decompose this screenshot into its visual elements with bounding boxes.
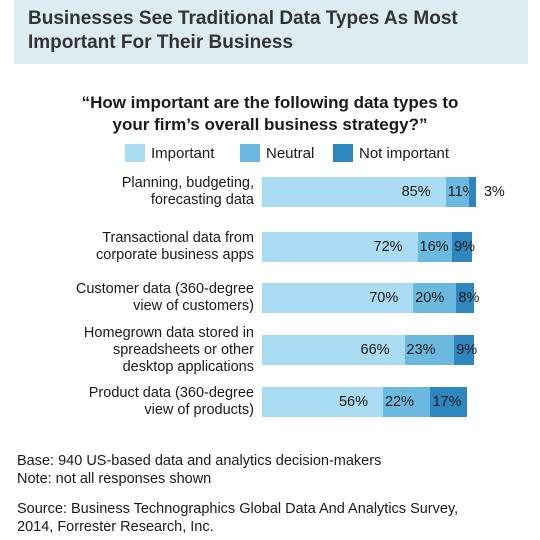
data-label: 66% xyxy=(360,342,390,358)
bar-segment-not-important xyxy=(452,232,472,262)
bar-segment-neutral xyxy=(404,335,455,365)
bar-segment-important xyxy=(262,232,418,262)
chart-legend: Important Neutral Not important xyxy=(0,143,540,163)
data-label: 8% xyxy=(458,290,480,306)
legend-label: Not important xyxy=(359,144,450,162)
bar-segment-neutral xyxy=(417,232,453,262)
data-label: 9% xyxy=(456,342,478,358)
category-label: Customer data (360-degree view of custom… xyxy=(75,281,254,314)
legend-swatch xyxy=(333,144,353,162)
category-label: Homegrown data stored in spreadsheets or… xyxy=(83,324,254,375)
bar-segment-not-important xyxy=(469,177,476,207)
data-label: 23% xyxy=(406,342,436,358)
category-label: Planning, budgeting, forecasting data xyxy=(121,175,254,208)
data-label: 56% xyxy=(338,394,368,410)
legend-swatch xyxy=(240,144,260,162)
legend-label: Neutral xyxy=(266,144,315,162)
data-label: 22% xyxy=(384,394,414,410)
legend-label: Important xyxy=(151,144,215,162)
data-label: 85% xyxy=(401,184,431,200)
data-label: 17% xyxy=(432,394,462,410)
bar-segment-important xyxy=(262,283,414,313)
data-label: 72% xyxy=(373,239,403,255)
data-label: 20% xyxy=(415,290,445,306)
source-note: Source: Business Technographics Global D… xyxy=(17,501,459,535)
category-label: Transactional data from corporate busine… xyxy=(96,230,254,263)
legend-item: Neutral xyxy=(240,143,314,163)
legend-item: Important xyxy=(125,143,214,163)
base-note: Base: 940 US-based data and analytics de… xyxy=(17,453,382,487)
bar-segment-neutral xyxy=(413,283,457,313)
bar-segment-important xyxy=(262,335,405,365)
header-banner: Businesses See Traditional Data Types As… xyxy=(14,0,528,64)
bar-segment-neutral xyxy=(382,387,431,417)
bar-segment-important xyxy=(262,177,446,207)
data-label: 11% xyxy=(447,184,476,200)
legend-item: Not important xyxy=(333,143,449,163)
bar-segment-not-important xyxy=(456,283,474,313)
bar-segment-important xyxy=(262,387,383,417)
bar-segment-not-important xyxy=(454,335,474,365)
data-label: 70% xyxy=(369,290,399,306)
bar-segment-not-important xyxy=(430,387,468,417)
data-label: 16% xyxy=(419,239,449,255)
data-label: 3% xyxy=(483,184,505,200)
data-label: 9% xyxy=(454,239,476,255)
page-title: Businesses See Traditional Data Types As… xyxy=(28,8,458,53)
bar-segment-neutral xyxy=(445,177,470,207)
legend-swatch xyxy=(125,144,145,162)
category-label: Product data (360-degree view of product… xyxy=(88,385,254,418)
chart-question: “How important are the following data ty… xyxy=(81,93,459,134)
